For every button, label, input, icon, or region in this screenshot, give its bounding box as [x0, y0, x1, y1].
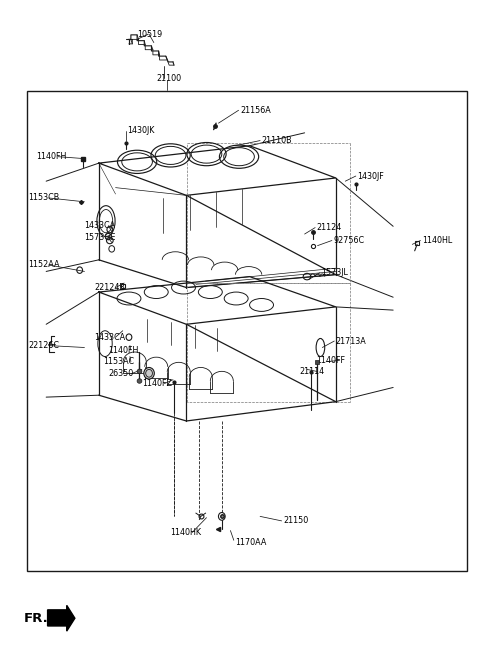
Text: 22124B: 22124B — [94, 283, 125, 292]
Text: 1433CA: 1433CA — [94, 333, 125, 342]
Text: 1153AC: 1153AC — [104, 357, 135, 366]
Text: 21110B: 21110B — [262, 136, 292, 145]
Ellipse shape — [137, 379, 142, 383]
Text: 1430JK: 1430JK — [128, 127, 155, 136]
Text: 1430JF: 1430JF — [357, 172, 384, 180]
Text: 1140FH: 1140FH — [108, 346, 139, 355]
Bar — [27, 91, 468, 571]
Text: 1573JL: 1573JL — [322, 268, 348, 277]
Text: 21100: 21100 — [156, 74, 181, 83]
Text: 1140FZ: 1140FZ — [142, 379, 172, 388]
Text: 92756C: 92756C — [333, 236, 364, 245]
Text: 21156A: 21156A — [240, 106, 271, 115]
Text: 1153CB: 1153CB — [28, 193, 60, 202]
Text: 10519: 10519 — [137, 30, 162, 39]
Ellipse shape — [137, 369, 142, 373]
Text: 26350: 26350 — [108, 370, 133, 379]
Text: 1140FH: 1140FH — [36, 152, 67, 162]
Text: 1433CA: 1433CA — [84, 221, 116, 230]
Polygon shape — [48, 605, 75, 631]
Text: FR.: FR. — [24, 612, 48, 625]
Ellipse shape — [144, 368, 155, 379]
Text: 21713A: 21713A — [336, 337, 366, 346]
Text: 21114: 21114 — [300, 367, 325, 376]
Text: 1170AA: 1170AA — [235, 537, 266, 547]
Text: 1140FF: 1140FF — [317, 356, 346, 365]
Text: 22126C: 22126C — [28, 341, 60, 350]
Text: 1573GE: 1573GE — [84, 233, 116, 242]
Text: 21124: 21124 — [317, 223, 342, 232]
Text: 1140HK: 1140HK — [170, 528, 202, 537]
Text: 21150: 21150 — [283, 516, 308, 525]
Text: 1152AA: 1152AA — [28, 260, 60, 269]
Text: 1140HL: 1140HL — [422, 236, 452, 245]
